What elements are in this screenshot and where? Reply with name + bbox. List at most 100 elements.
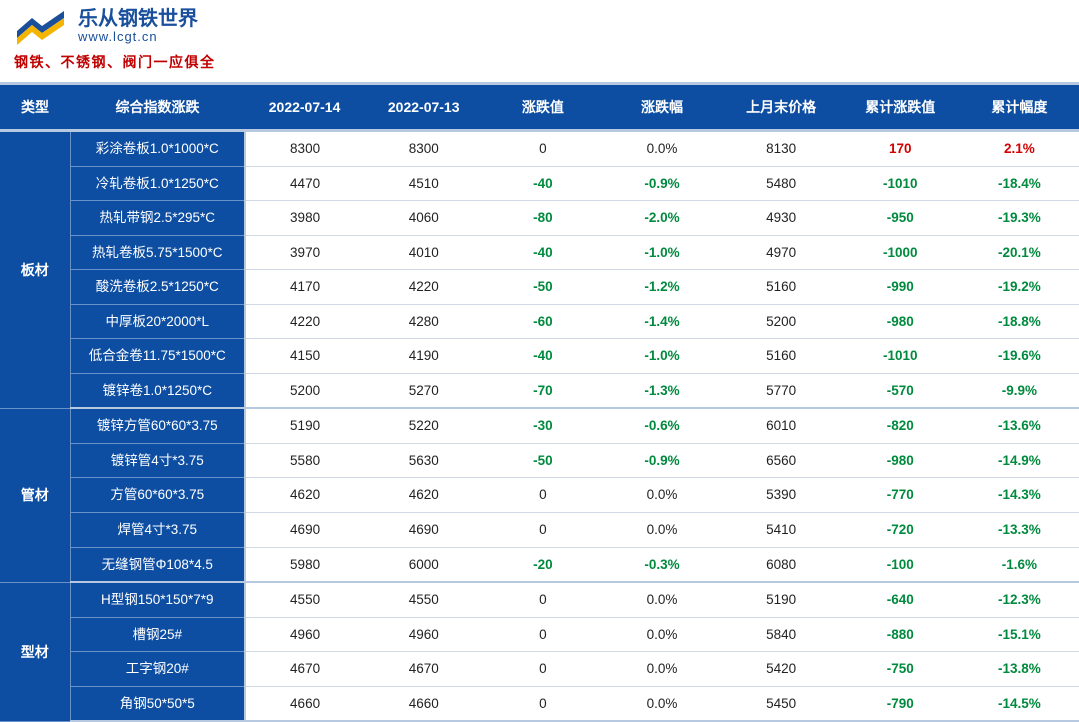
value-cell: 8300: [364, 131, 483, 167]
value-cell: -40: [483, 235, 602, 270]
value-cell: 4970: [722, 235, 841, 270]
value-cell: -20: [483, 547, 602, 582]
value-cell: -15.1%: [960, 617, 1079, 652]
value-cell: -50: [483, 443, 602, 478]
product-cell: 无缝钢管Φ108*4.5: [70, 547, 245, 582]
table-row: 冷轧卷板1.0*1250*C44704510-40-0.9%5480-1010-…: [0, 166, 1079, 201]
value-cell: -820: [841, 408, 960, 443]
col-header: 2022-07-14: [245, 84, 364, 131]
value-cell: -40: [483, 339, 602, 374]
col-header: 综合指数涨跌: [70, 84, 245, 131]
value-cell: 4220: [245, 304, 364, 339]
value-cell: 6010: [722, 408, 841, 443]
value-cell: -13.8%: [960, 652, 1079, 687]
value-cell: -13.6%: [960, 408, 1079, 443]
value-cell: 6000: [364, 547, 483, 582]
value-cell: -18.4%: [960, 166, 1079, 201]
value-cell: -0.3%: [602, 547, 721, 582]
value-cell: 4010: [364, 235, 483, 270]
table-row: 槽钢25#4960496000.0%5840-880-15.1%: [0, 617, 1079, 652]
value-cell: -19.6%: [960, 339, 1079, 374]
value-cell: -18.8%: [960, 304, 1079, 339]
product-cell: 角钢50*50*5: [70, 686, 245, 721]
value-cell: 5200: [245, 373, 364, 408]
table-row: 镀锌卷1.0*1250*C52005270-70-1.3%5770-570-9.…: [0, 373, 1079, 408]
table-row: 工字钢20#4670467000.0%5420-750-13.8%: [0, 652, 1079, 687]
product-cell: 酸洗卷板2.5*1250*C: [70, 270, 245, 305]
value-cell: 4690: [364, 513, 483, 548]
value-cell: 4960: [245, 617, 364, 652]
value-cell: -30: [483, 408, 602, 443]
value-cell: 0: [483, 478, 602, 513]
value-cell: 0.0%: [602, 652, 721, 687]
col-header: 类型: [0, 84, 70, 131]
value-cell: 0.0%: [602, 617, 721, 652]
value-cell: 4930: [722, 201, 841, 236]
value-cell: 4620: [364, 478, 483, 513]
value-cell: 6560: [722, 443, 841, 478]
product-cell: 低合金卷11.75*1500*C: [70, 339, 245, 374]
value-cell: -12.3%: [960, 582, 1079, 617]
table-row: 中厚板20*2000*L42204280-60-1.4%5200-980-18.…: [0, 304, 1079, 339]
value-cell: 5190: [245, 408, 364, 443]
value-cell: 4660: [364, 686, 483, 721]
tagline: 钢铁、不锈钢、阀门一应俱全: [0, 50, 1079, 78]
product-cell: 热轧带钢2.5*295*C: [70, 201, 245, 236]
col-header: 涨跌值: [483, 84, 602, 131]
product-cell: 方管60*60*3.75: [70, 478, 245, 513]
value-cell: 5160: [722, 339, 841, 374]
value-cell: 6080: [722, 547, 841, 582]
table-row: 方管60*60*3.754620462000.0%5390-770-14.3%: [0, 478, 1079, 513]
table-row: 热轧带钢2.5*295*C39804060-80-2.0%4930-950-19…: [0, 201, 1079, 236]
value-cell: -980: [841, 304, 960, 339]
category-cell: 管材: [0, 408, 70, 582]
product-cell: 镀锌方管60*60*3.75: [70, 408, 245, 443]
value-cell: -1.3%: [602, 373, 721, 408]
col-header: 2022-07-13: [364, 84, 483, 131]
brand-title: 乐从钢铁世界: [78, 8, 198, 30]
site-header: 乐从钢铁世界 www.lcgt.cn: [0, 0, 1079, 50]
product-cell: 镀锌管4寸*3.75: [70, 443, 245, 478]
value-cell: 5410: [722, 513, 841, 548]
value-cell: 5420: [722, 652, 841, 687]
value-cell: 0: [483, 686, 602, 721]
value-cell: 5770: [722, 373, 841, 408]
value-cell: 4690: [245, 513, 364, 548]
brand-block: 乐从钢铁世界 www.lcgt.cn: [78, 8, 198, 44]
table-row: 管材镀锌方管60*60*3.7551905220-30-0.6%6010-820…: [0, 408, 1079, 443]
value-cell: 5580: [245, 443, 364, 478]
value-cell: -1.2%: [602, 270, 721, 305]
value-cell: -990: [841, 270, 960, 305]
value-cell: -0.6%: [602, 408, 721, 443]
value-cell: 4220: [364, 270, 483, 305]
value-cell: 5190: [722, 582, 841, 617]
value-cell: 0: [483, 131, 602, 167]
value-cell: 0: [483, 513, 602, 548]
value-cell: -50: [483, 270, 602, 305]
value-cell: 8300: [245, 131, 364, 167]
value-cell: 5270: [364, 373, 483, 408]
value-cell: -1010: [841, 339, 960, 374]
value-cell: -0.9%: [602, 166, 721, 201]
value-cell: -790: [841, 686, 960, 721]
value-cell: 5630: [364, 443, 483, 478]
product-cell: H型钢150*150*7*9: [70, 582, 245, 617]
value-cell: 3970: [245, 235, 364, 270]
category-cell: 板材: [0, 131, 70, 409]
product-cell: 槽钢25#: [70, 617, 245, 652]
value-cell: 0.0%: [602, 478, 721, 513]
value-cell: 4550: [364, 582, 483, 617]
product-cell: 热轧卷板5.75*1500*C: [70, 235, 245, 270]
value-cell: 5480: [722, 166, 841, 201]
value-cell: -1.0%: [602, 235, 721, 270]
product-cell: 中厚板20*2000*L: [70, 304, 245, 339]
value-cell: 4060: [364, 201, 483, 236]
value-cell: 4150: [245, 339, 364, 374]
value-cell: -80: [483, 201, 602, 236]
value-cell: -19.3%: [960, 201, 1079, 236]
col-header: 累计涨跌值: [841, 84, 960, 131]
value-cell: -1.4%: [602, 304, 721, 339]
value-cell: 4670: [364, 652, 483, 687]
value-cell: 5160: [722, 270, 841, 305]
table-row: 镀锌管4寸*3.7555805630-50-0.9%6560-980-14.9%: [0, 443, 1079, 478]
